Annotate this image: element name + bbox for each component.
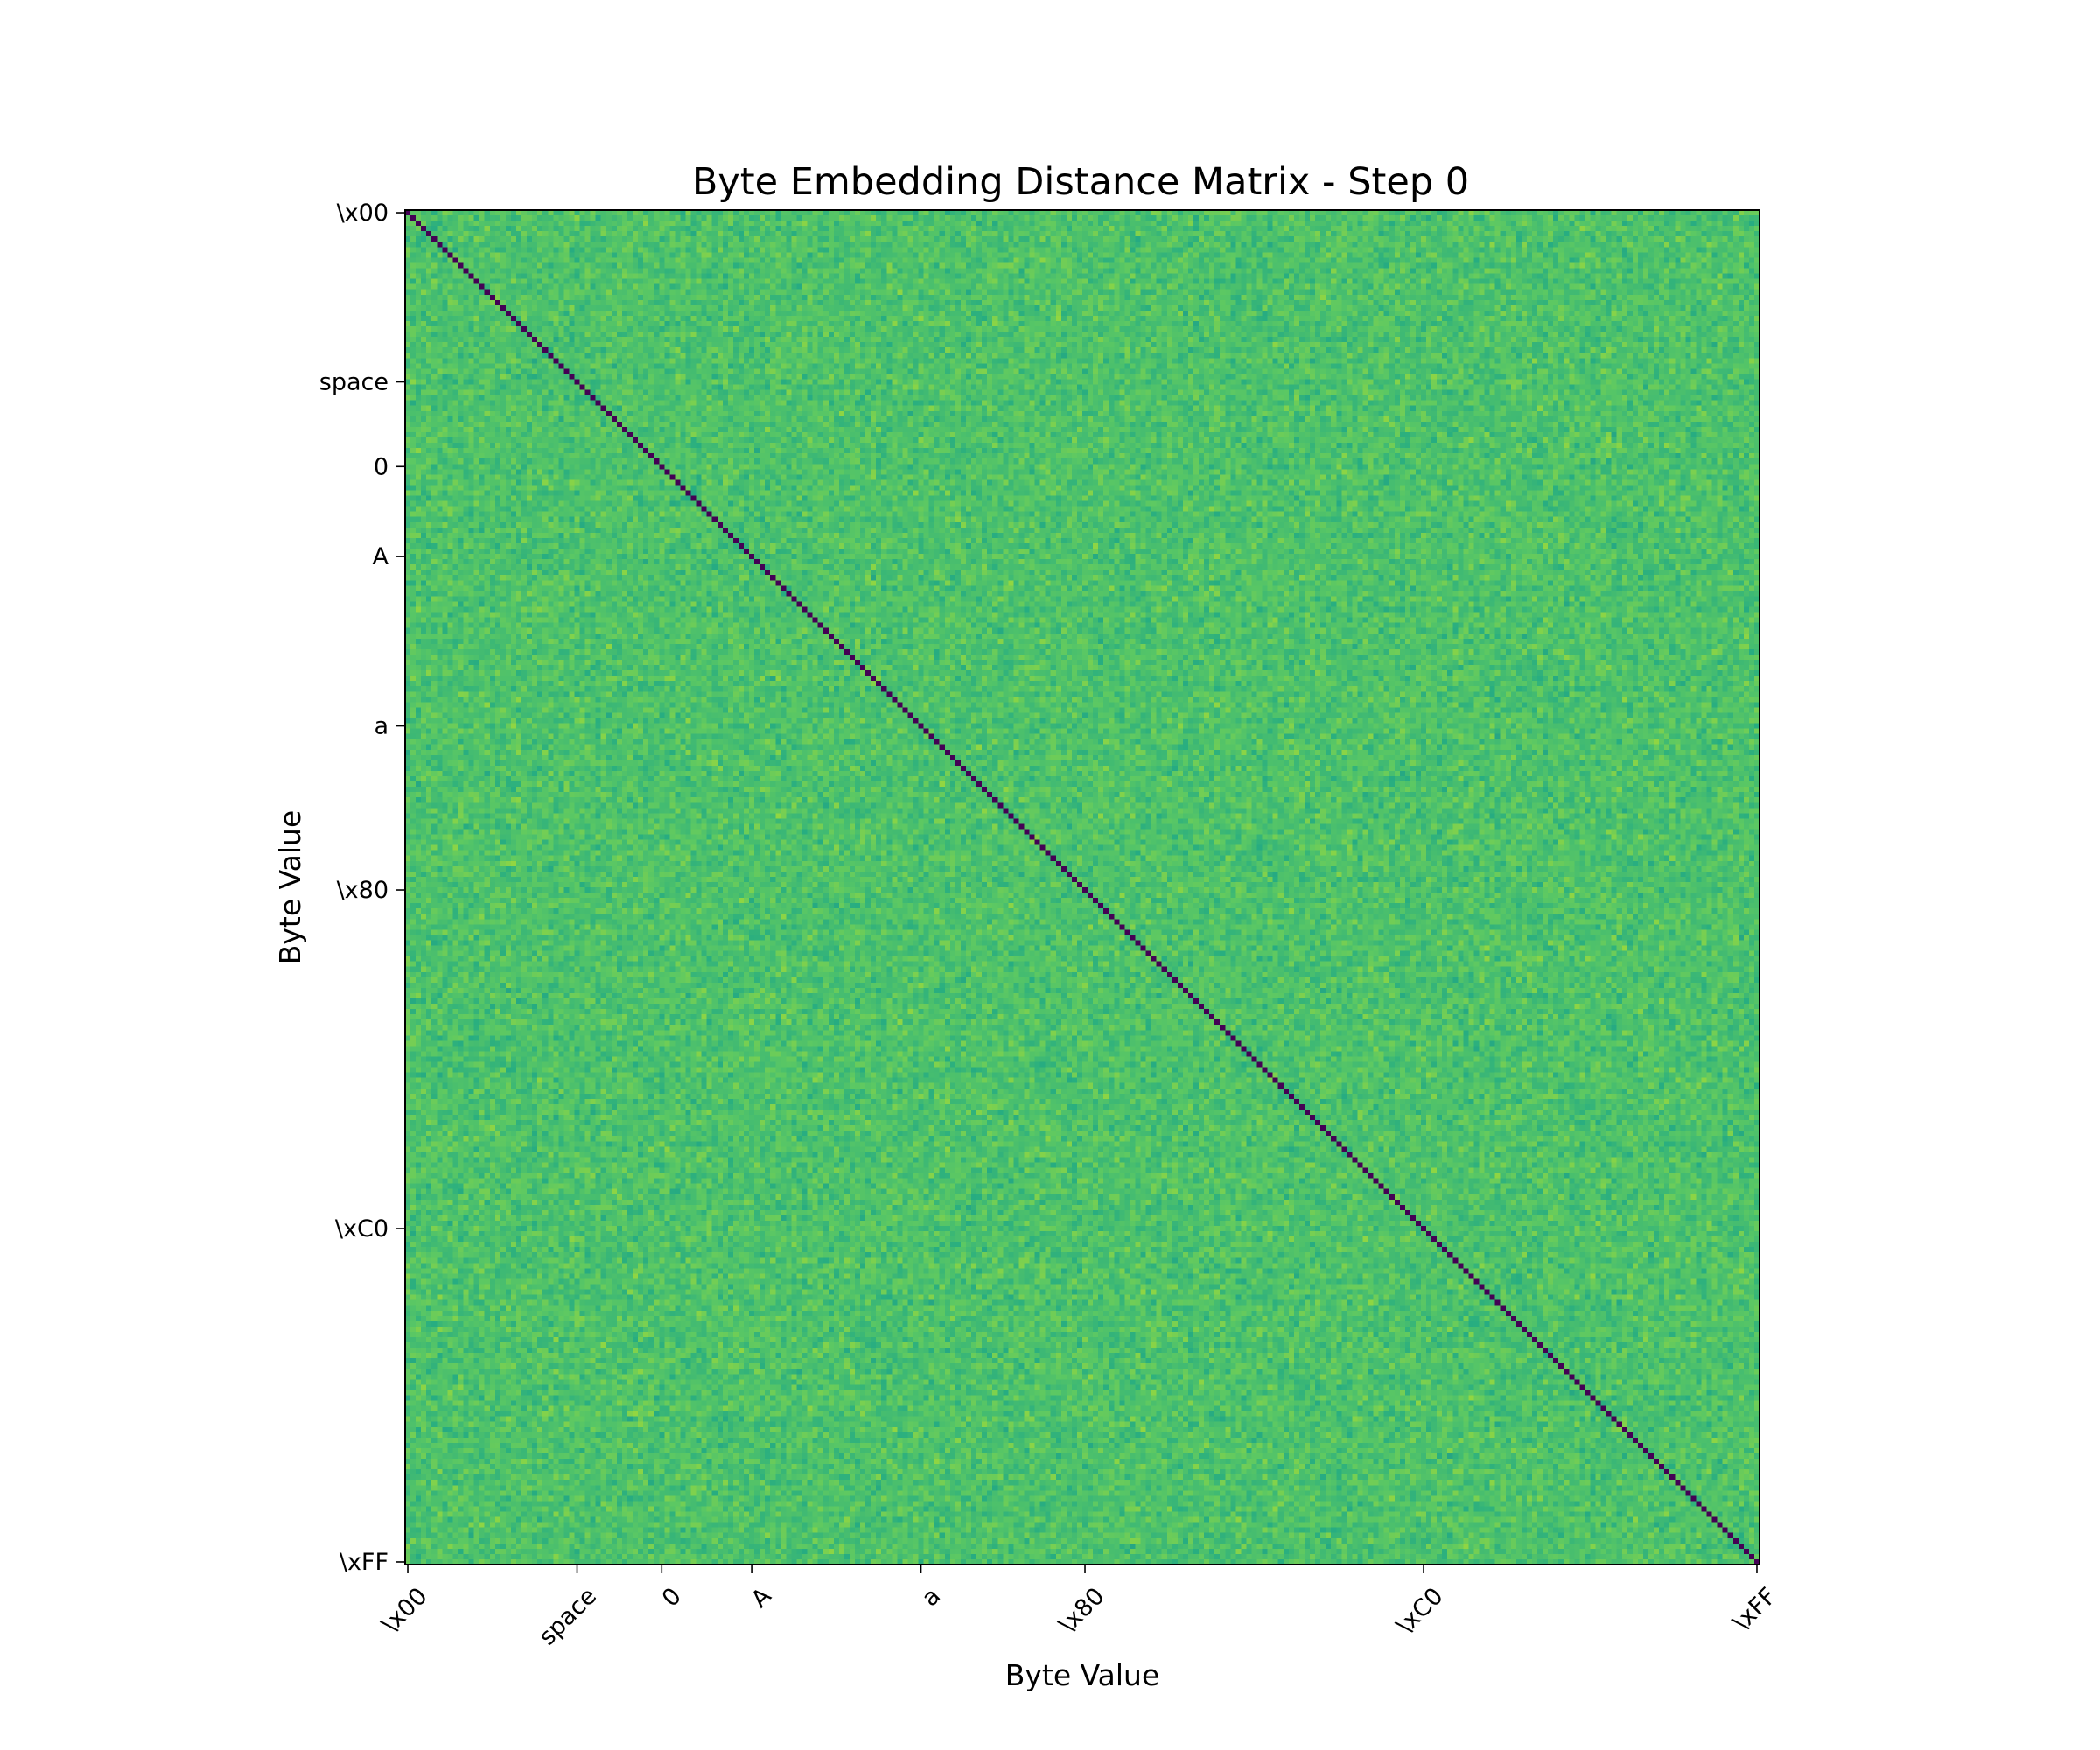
heatmap-image — [405, 210, 1760, 1564]
y-axis-label: Byte Value — [273, 810, 307, 965]
plot-frame — [404, 209, 1760, 1565]
plot-area — [404, 209, 1760, 1565]
x-tick-label: A — [746, 1582, 777, 1613]
x-tick-label: \xC0 — [1391, 1583, 1448, 1640]
y-tick-label: a — [374, 713, 388, 740]
y-tick-label: \xC0 — [335, 1215, 388, 1242]
y-tick-label: A — [373, 543, 389, 570]
y-tick-label: 0 — [374, 453, 388, 480]
y-tick-label: \x80 — [337, 877, 388, 904]
x-tick-label: \x00 — [377, 1583, 433, 1639]
x-axis-label: Byte Value — [1005, 1658, 1160, 1692]
x-tick-label: space — [534, 1583, 602, 1651]
heatmap-cells — [405, 210, 1760, 1564]
y-axis: \x00 space 0 Aa \x80 \xC0 \xFF — [319, 200, 405, 1576]
y-tick-label: space — [319, 369, 388, 396]
x-tick-label: \x80 — [1054, 1583, 1110, 1639]
y-tick-label: \xFF — [340, 1549, 388, 1576]
chart-title: Byte Embedding Distance Matrix - Step 0 — [692, 160, 1469, 204]
x-tick-label: 0 — [657, 1583, 687, 1613]
y-tick-label: \x00 — [337, 200, 388, 227]
x-tick-label: a — [916, 1583, 946, 1613]
x-tick-label: \xFF — [1728, 1583, 1782, 1637]
